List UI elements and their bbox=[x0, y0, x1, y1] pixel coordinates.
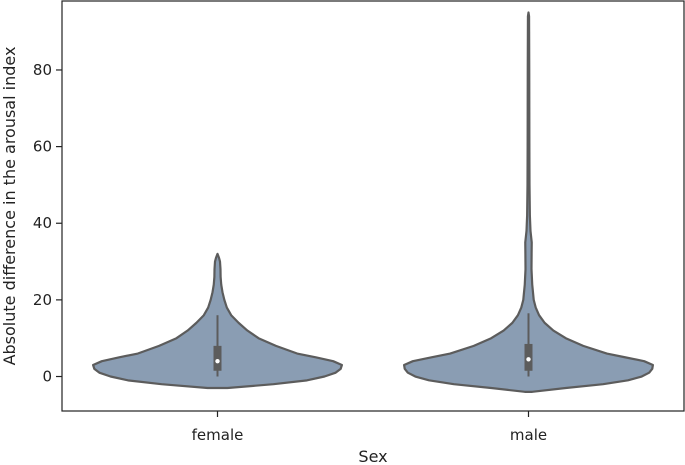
x-tick-label-male: male bbox=[510, 426, 547, 444]
y-tick-label: 60 bbox=[33, 138, 52, 156]
y-tick-label: 40 bbox=[33, 214, 52, 232]
y-axis-label: Absolute difference in the arousal index bbox=[0, 47, 19, 366]
y-axis-ticks: 0 20 40 60 80 bbox=[33, 61, 62, 386]
median-point-female bbox=[215, 358, 220, 364]
x-axis-label: Sex bbox=[358, 447, 387, 465]
plot-frame bbox=[61, 0, 685, 412]
median-point-male bbox=[526, 357, 531, 362]
x-tick-label-female: female bbox=[192, 426, 244, 444]
iqr-box-female bbox=[213, 345, 222, 371]
violins-layer bbox=[92, 11, 654, 393]
y-tick-label: 0 bbox=[42, 368, 52, 386]
x-axis-ticks: female male bbox=[192, 411, 547, 444]
y-tick-label: 20 bbox=[33, 291, 52, 309]
violin-male bbox=[403, 11, 654, 393]
y-tick-label: 80 bbox=[33, 61, 52, 79]
